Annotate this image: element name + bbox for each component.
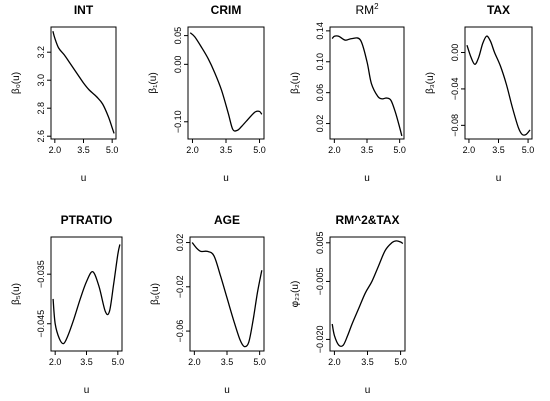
x-axis-label: u	[496, 173, 502, 184]
panel-4: TAX 2.0 3.5 5.0 u −0.08 −0.04 0.00 β₃(u)	[425, 3, 534, 184]
series-line	[52, 244, 121, 345]
y-tick-label: 3.0	[36, 74, 46, 87]
chart-title-text: TAX	[487, 3, 510, 17]
y-tick-label: −0.02	[175, 275, 185, 298]
y-tick-label: −0.005	[315, 268, 325, 296]
y-tick-label: 0.02	[315, 115, 325, 133]
y-axis-label: β₂(u)	[290, 72, 301, 94]
y-tick-label: 0.02	[175, 234, 185, 252]
y-axis-label: β₆(u)	[150, 283, 161, 305]
y-tick-label: 0.00	[173, 56, 183, 74]
x-tick-label: 5.0	[112, 357, 125, 367]
chart-title: RM2	[355, 2, 379, 17]
plot-frame	[329, 26, 405, 140]
x-axis-label: u	[81, 173, 87, 184]
panel-3: RM2 2.0 3.5 5.0 u 0.02 0.06 0.10 0.14 β₂(u)	[290, 2, 406, 184]
x-tick-label: 2.0	[328, 357, 341, 367]
y-tick-label: 0.10	[315, 53, 325, 71]
y-tick-label: −0.10	[173, 110, 183, 133]
x-tick-label: 3.5	[220, 145, 233, 155]
chart-title: AGE	[214, 213, 240, 227]
chart-title-text: INT	[74, 3, 94, 17]
panel-2: CRIM 2.0 3.5 5.0 u −0.10 0.00 0.05 β₁(u)	[148, 3, 266, 184]
y-tick-label: −0.04	[450, 78, 460, 101]
panel-5: PTRATIO 2.0 3.5 5.0 u −0.045 −0.035 β₅(u)	[11, 213, 124, 396]
x-axis-label: u	[84, 385, 90, 396]
y-tick-label: 0.05	[173, 27, 183, 45]
y-tick-label: 0.14	[315, 22, 325, 40]
x-axis-label: u	[223, 173, 229, 184]
x-tick-label: 3.5	[361, 357, 374, 367]
y-tick-label: 0.00	[450, 44, 460, 62]
x-tick-label: 3.5	[361, 145, 374, 155]
plot-frame	[189, 236, 265, 352]
chart-title: PTRATIO	[61, 213, 113, 227]
chart-title-text: CRIM	[211, 3, 242, 17]
x-axis-label: u	[364, 173, 370, 184]
x-tick-label: 5.0	[106, 145, 119, 155]
panel-7: RM^2&TAX 2.0 3.5 5.0 u −0.020 −0.005 0.005 φ₂₃(u…	[290, 213, 407, 396]
series-line	[466, 35, 531, 136]
series-line	[331, 35, 403, 137]
y-axis-label: β₃(u)	[425, 72, 436, 94]
x-tick-label: 2.0	[49, 357, 62, 367]
series-line	[331, 240, 404, 348]
x-axis-label: u	[224, 385, 230, 396]
chart-title-superscript: 2	[374, 2, 379, 11]
y-tick-label: 2.6	[36, 130, 46, 143]
y-axis-label: β₀(u)	[11, 72, 22, 94]
plot-frame	[464, 26, 533, 140]
x-tick-label: 5.0	[253, 145, 266, 155]
panel-6: AGE 2.0 3.5 5.0 u −0.06 −0.02 0.02 β₆(u)	[150, 213, 266, 396]
chart-title-text: PTRATIO	[61, 213, 113, 227]
series-line	[191, 242, 263, 348]
y-tick-label: −0.035	[36, 260, 46, 288]
x-tick-label: 3.5	[221, 357, 234, 367]
x-tick-label: 5.0	[394, 357, 407, 367]
x-tick-label: 2.0	[328, 145, 341, 155]
x-tick-label: 3.5	[492, 145, 505, 155]
y-tick-label: 3.2	[36, 46, 46, 59]
series-line	[52, 31, 115, 134]
y-tick-label: −0.045	[36, 310, 46, 338]
plot-frame	[329, 236, 406, 352]
chart-title-text: AGE	[214, 213, 240, 227]
x-tick-label: 5.0	[393, 145, 406, 155]
y-axis-label: β₁(u)	[148, 72, 159, 93]
y-tick-label: 2.8	[36, 102, 46, 115]
y-tick-label: −0.06	[175, 320, 185, 343]
x-axis-label: u	[365, 385, 371, 396]
x-tick-label: 3.5	[77, 145, 90, 155]
x-tick-label: 5.0	[522, 145, 535, 155]
chart-title: TAX	[487, 3, 510, 17]
chart-title: RM^2&TAX	[335, 213, 399, 227]
chart-title-text: RM^2&TAX	[335, 213, 399, 227]
panel-1: INT 2.0 3.5 5.0 u 2.6 2.8 3.0 3.2 β₀(u)	[11, 3, 118, 184]
series-line	[189, 32, 263, 132]
chart-title: CRIM	[211, 3, 242, 17]
chart-title-text: RM	[355, 3, 374, 17]
y-tick-label: 0.005	[315, 232, 325, 255]
x-tick-label: 5.0	[253, 357, 266, 367]
x-tick-label: 2.0	[186, 145, 199, 155]
plot-frame	[50, 236, 123, 352]
y-tick-label: −0.020	[315, 326, 325, 354]
x-tick-label: 3.5	[80, 357, 93, 367]
y-tick-label: −0.08	[450, 114, 460, 137]
chart-title: INT	[74, 3, 94, 17]
x-tick-label: 2.0	[188, 357, 201, 367]
y-axis-label: β₅(u)	[11, 283, 22, 305]
x-tick-label: 2.0	[463, 145, 476, 155]
y-tick-label: 0.06	[315, 84, 325, 102]
x-tick-label: 2.0	[49, 145, 62, 155]
y-axis-label: φ₂₃(u)	[290, 281, 301, 308]
